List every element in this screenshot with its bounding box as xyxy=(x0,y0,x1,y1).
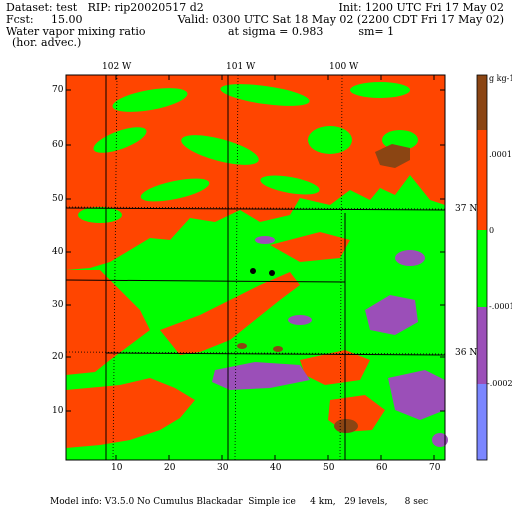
negative-patches-north xyxy=(78,82,418,223)
legend-colorbar xyxy=(476,74,488,461)
lon-label-102w: 102 W xyxy=(102,62,132,72)
init-time: Init: 1200 UTC Fri 17 May 02 xyxy=(338,1,504,14)
y-tick-label: 50 xyxy=(52,194,64,204)
y-tick-label: 40 xyxy=(52,247,64,257)
y-tick-label: 60 xyxy=(52,140,64,150)
y-tick-label: 10 xyxy=(52,406,64,416)
legend-label: .0001 xyxy=(489,150,512,159)
model-info: Model info: V3.5.0 No Cumulus Blackadar … xyxy=(50,497,429,507)
x-tick-label: 20 xyxy=(164,463,176,473)
lat-label-37n: 37 N xyxy=(455,204,478,214)
y-tick-label: 70 xyxy=(52,85,64,95)
lon-label-101w: 101 W xyxy=(226,62,256,72)
x-tick-label: 40 xyxy=(270,463,282,473)
legend-label: -.0001 xyxy=(489,302,512,311)
strong-negative-region xyxy=(212,236,448,447)
latlon-gridlines xyxy=(65,74,446,461)
x-tick-label: 10 xyxy=(111,463,123,473)
lon-label-100w: 100 W xyxy=(329,62,359,72)
x-axis xyxy=(115,75,435,460)
dataset-label: Dataset: test RIP: rip20020517 d2 xyxy=(6,1,204,14)
forecast-hour: Fcst: 15.00 xyxy=(6,13,83,26)
field-subtitle: (hor. advec.) xyxy=(12,36,82,49)
positive-region xyxy=(66,75,445,448)
sigma-level: at sigma = 0.983 sm= 1 xyxy=(228,25,395,38)
city-marker xyxy=(269,270,275,276)
x-tick-label: 60 xyxy=(376,463,388,473)
map-frame xyxy=(65,74,446,461)
field-name: Water vapor mixing ratio xyxy=(6,25,146,38)
legend-label: -.0002 xyxy=(487,379,512,388)
city-marker xyxy=(250,268,256,274)
valid-time: Valid: 0300 UTC Sat 18 May 02 (2200 CDT … xyxy=(177,13,504,26)
lat-label-36n: 36 N xyxy=(455,348,478,358)
y-tick-label: 20 xyxy=(52,352,64,362)
x-tick-label: 30 xyxy=(217,463,229,473)
state-boundaries xyxy=(65,75,446,460)
legend-unit: g kg-1 xyxy=(489,74,512,83)
y-tick-label: 30 xyxy=(52,300,64,310)
y-axis xyxy=(66,89,445,412)
x-tick-label: 50 xyxy=(323,463,335,473)
x-tick-label: 70 xyxy=(429,463,441,473)
legend-label: 0 xyxy=(489,226,495,235)
